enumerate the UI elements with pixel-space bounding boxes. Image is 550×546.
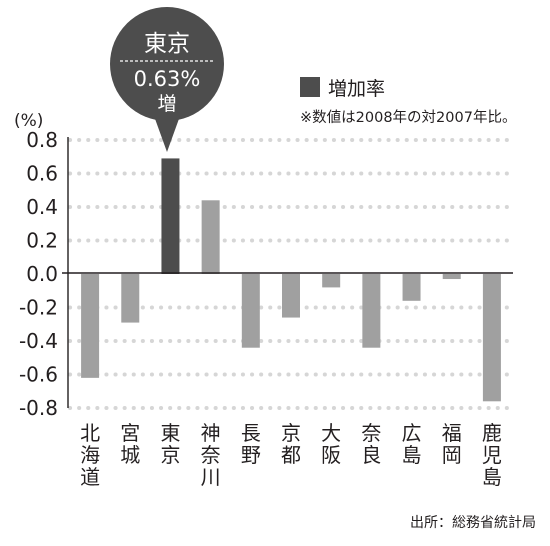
bar-11	[482, 274, 501, 402]
y-tick-label: 0.8	[26, 128, 58, 152]
legend-swatch	[300, 77, 320, 97]
bar-3	[161, 158, 180, 274]
x-tick-label: 福岡	[442, 421, 462, 467]
bar-1	[81, 274, 100, 378]
y-tick-label: 0.0	[26, 262, 58, 286]
y-unit-label: (%)	[14, 111, 43, 131]
bar-5	[241, 274, 260, 348]
footnote: ※数値は2008年の対2007年比。	[300, 109, 516, 126]
x-tick-label: 広島	[402, 421, 422, 467]
callout-suffix: 増	[157, 93, 176, 115]
gridlines	[68, 138, 514, 410]
legend-label: 増加率	[328, 78, 385, 100]
callout-value: 0.63%	[134, 67, 201, 91]
x-tick-label: 鹿児島	[482, 421, 502, 489]
callout: 東京 0.63% 増	[110, 7, 224, 152]
bar-2	[121, 274, 140, 323]
source-note: 出所：総務省統計局	[410, 515, 536, 531]
x-tick-label: 京都	[281, 421, 301, 467]
x-tick-label: 長野	[241, 421, 261, 467]
bars	[81, 158, 501, 402]
y-tick-label: 0.6	[26, 162, 58, 186]
x-tick-label: 大阪	[321, 421, 341, 467]
bar-10	[442, 274, 461, 280]
y-tick-label: 0.4	[26, 195, 58, 219]
x-tick-label: 北海道	[80, 421, 100, 489]
y-tick-label: -0.4	[19, 329, 58, 353]
bar-6	[282, 274, 300, 318]
bar-8	[362, 274, 381, 348]
y-tick-labels: 0.8 0.6 0.4 0.2 0.0 -0.2 -0.4 -0.6 -0.8	[19, 128, 58, 420]
x-tick-label: 東京	[160, 421, 180, 467]
y-tick-label: -0.2	[19, 296, 58, 320]
callout-pointer	[154, 116, 180, 152]
bar-7	[322, 274, 341, 288]
callout-bubble	[110, 7, 224, 121]
y-tick-label: -0.8	[19, 396, 58, 420]
x-tick-label: 神奈川	[201, 421, 221, 489]
x-tick-label: 奈良	[361, 421, 381, 467]
callout-name: 東京	[144, 31, 190, 57]
y-tick-label: 0.2	[26, 229, 58, 253]
legend: 増加率	[300, 77, 385, 100]
x-tick-label: 宮城	[120, 421, 140, 467]
bar-9	[402, 274, 421, 301]
bar-4	[201, 200, 220, 274]
y-tick-label: -0.6	[19, 363, 58, 387]
